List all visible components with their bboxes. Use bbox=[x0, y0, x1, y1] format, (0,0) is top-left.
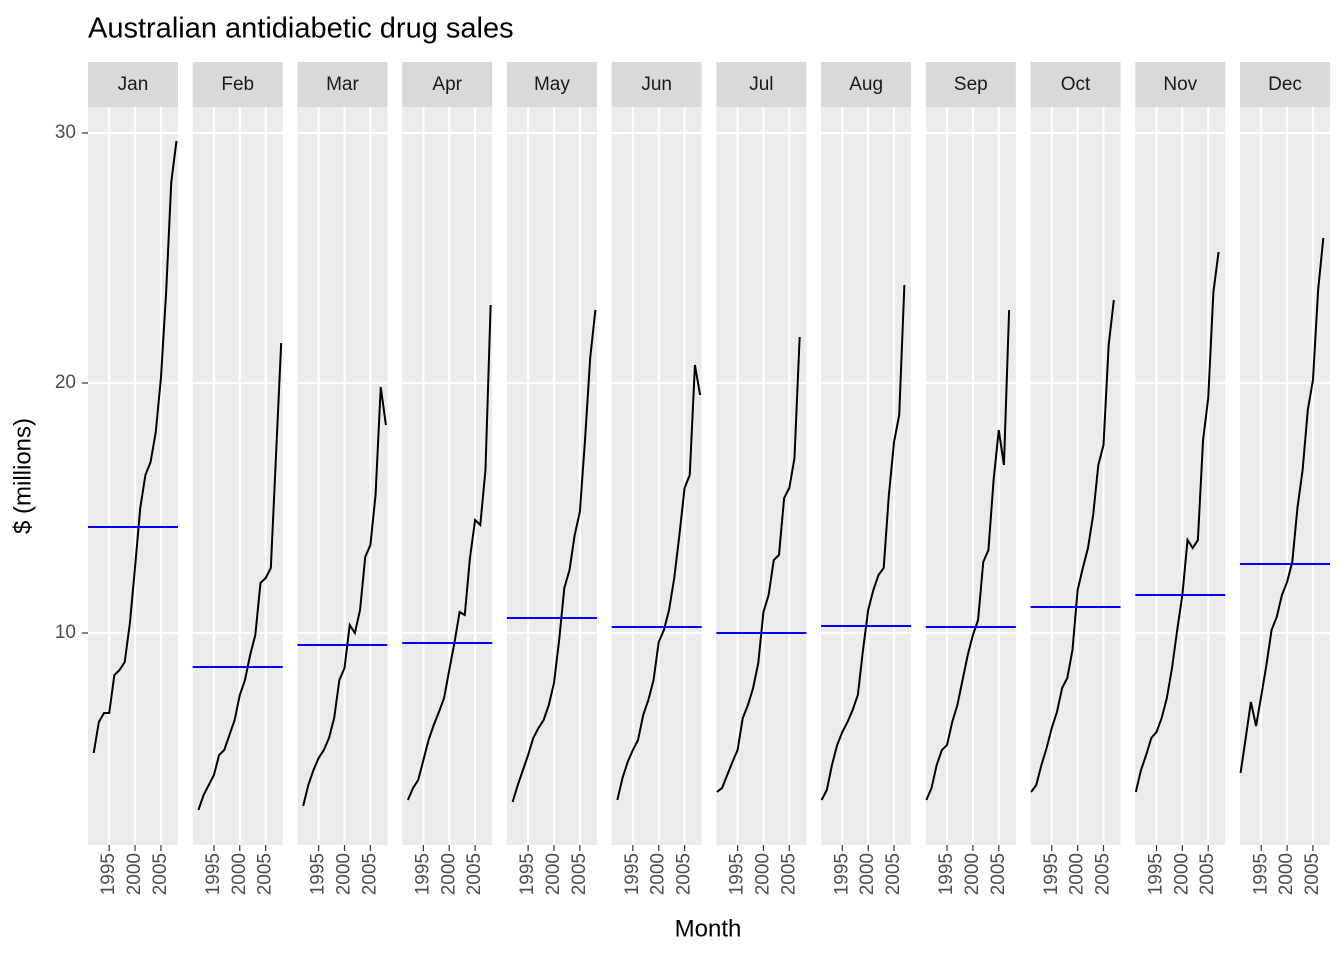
x-tick-label: 1995 bbox=[622, 853, 643, 895]
x-tick-label: 2005 bbox=[988, 853, 1009, 895]
x-tick-label: 2000 bbox=[124, 853, 145, 895]
x-tick-label: 2005 bbox=[150, 853, 171, 895]
x-tick-label: 1995 bbox=[936, 853, 957, 895]
strip-label: Apr bbox=[432, 74, 462, 95]
panel-background bbox=[192, 107, 283, 845]
x-tick-label: 1995 bbox=[1041, 853, 1062, 895]
series-line bbox=[1134, 251, 1220, 793]
series-line bbox=[716, 336, 801, 793]
x-tick-label: 2000 bbox=[1171, 853, 1192, 895]
strip bbox=[506, 62, 597, 107]
panel-background bbox=[716, 107, 807, 845]
strip bbox=[88, 62, 178, 107]
x-tick-label: 2005 bbox=[778, 853, 799, 895]
strip bbox=[611, 62, 702, 107]
series-line bbox=[925, 309, 1011, 801]
strip bbox=[821, 62, 912, 107]
panel-background bbox=[821, 107, 912, 845]
y-tick-label: 10 bbox=[55, 622, 76, 643]
series-line bbox=[1030, 299, 1115, 793]
series-line bbox=[616, 364, 702, 801]
x-tick-label: 1995 bbox=[727, 853, 748, 895]
strip-label: Jun bbox=[641, 74, 672, 95]
x-tick-label: 2005 bbox=[1093, 853, 1114, 895]
x-axis-label: Month bbox=[675, 915, 742, 942]
x-tick-label: 2000 bbox=[334, 853, 355, 895]
y-axis-label: $ (millions) bbox=[9, 418, 36, 534]
x-tick-label: 2005 bbox=[1197, 853, 1218, 895]
strip bbox=[297, 62, 388, 107]
strip bbox=[925, 62, 1016, 107]
x-tick-label: 1995 bbox=[517, 853, 538, 895]
series-line bbox=[406, 304, 492, 801]
x-tick-label: 2000 bbox=[752, 853, 773, 895]
chart-title: Australian antidiabetic drug sales bbox=[88, 13, 514, 45]
panel-background bbox=[1030, 107, 1121, 845]
x-tick-label: 2005 bbox=[359, 853, 380, 895]
y-tick-label: 20 bbox=[55, 372, 76, 393]
strip bbox=[716, 62, 807, 107]
strip-label: Oct bbox=[1061, 74, 1091, 95]
strip bbox=[1030, 62, 1121, 107]
series-line bbox=[1239, 237, 1325, 774]
x-tick-label: 1995 bbox=[98, 853, 119, 895]
strip bbox=[1240, 62, 1331, 107]
x-tick-label: 2000 bbox=[229, 853, 250, 895]
strip-label: Jul bbox=[749, 74, 773, 95]
x-tick-label: 2000 bbox=[962, 853, 983, 895]
series-line bbox=[511, 309, 597, 803]
series-line bbox=[197, 342, 283, 811]
strip-label: Nov bbox=[1163, 74, 1197, 95]
x-tick-label: 2000 bbox=[1067, 853, 1088, 895]
strip-label: Sep bbox=[954, 74, 988, 95]
x-tick-label: 2000 bbox=[1276, 853, 1297, 895]
strip-label: Dec bbox=[1268, 74, 1302, 95]
x-tick-label: 1995 bbox=[412, 853, 433, 895]
x-tick-label: 2005 bbox=[464, 853, 485, 895]
x-tick-label: 2005 bbox=[674, 853, 695, 895]
x-tick-label: 1995 bbox=[203, 853, 224, 895]
x-tick-label: 1995 bbox=[831, 853, 852, 895]
panel-background bbox=[402, 107, 493, 845]
panel-background bbox=[88, 107, 178, 845]
strip bbox=[192, 62, 283, 107]
strip-label: Feb bbox=[221, 74, 254, 95]
strip-label: Mar bbox=[326, 74, 359, 95]
x-tick-label: 2000 bbox=[857, 853, 878, 895]
x-tick-label: 2005 bbox=[569, 853, 590, 895]
series-line bbox=[92, 140, 178, 754]
panel-background bbox=[1135, 107, 1226, 845]
x-tick-label: 2000 bbox=[543, 853, 564, 895]
strip bbox=[402, 62, 493, 107]
x-tick-label: 1995 bbox=[1250, 853, 1271, 895]
x-tick-label: 2005 bbox=[883, 853, 904, 895]
series-line bbox=[302, 386, 387, 807]
strip bbox=[1135, 62, 1226, 107]
x-tick-label: 1995 bbox=[308, 853, 329, 895]
panel-background bbox=[611, 107, 702, 845]
panel-background bbox=[1240, 107, 1331, 845]
strip-label: Aug bbox=[849, 74, 883, 95]
panel-background bbox=[297, 107, 388, 845]
series-line bbox=[820, 284, 906, 801]
x-tick-label: 2000 bbox=[438, 853, 459, 895]
strip-label: Jan bbox=[118, 74, 149, 95]
x-tick-label: 2005 bbox=[1302, 853, 1323, 895]
y-tick-label: 30 bbox=[55, 122, 76, 143]
x-tick-label: 2000 bbox=[648, 853, 669, 895]
x-tick-label: 2005 bbox=[255, 853, 276, 895]
strip-label: May bbox=[534, 74, 570, 95]
x-tick-label: 1995 bbox=[1146, 853, 1167, 895]
panel-background bbox=[925, 107, 1016, 845]
